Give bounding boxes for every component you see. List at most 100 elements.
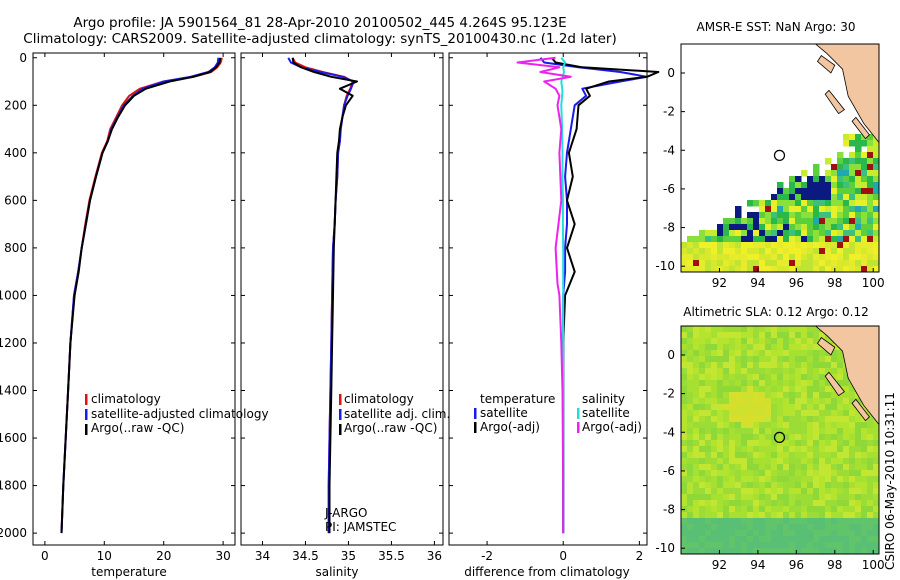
- map-cell: [729, 254, 736, 261]
- map-cell: [867, 230, 874, 237]
- map-cell: [855, 482, 862, 489]
- map-cell: [723, 440, 730, 447]
- map-cell: [831, 464, 838, 471]
- map-cell: [681, 524, 688, 531]
- map-cell: [759, 440, 766, 447]
- map-cell: [765, 368, 772, 375]
- map-cell: [705, 518, 712, 525]
- map-cell: [777, 458, 784, 465]
- map-cell: [867, 488, 874, 495]
- map-cell: [867, 452, 874, 459]
- map-cell: [771, 236, 778, 243]
- map-cell: [873, 464, 880, 471]
- map-cell: [837, 182, 844, 189]
- map-cell: [801, 422, 808, 429]
- map-cell: [807, 506, 814, 513]
- map-cell: [753, 350, 760, 357]
- map-cell: [681, 434, 688, 441]
- map-cell: [735, 470, 742, 477]
- map-cell: [813, 452, 820, 459]
- map-cell: [777, 356, 784, 363]
- y-tick-label: -10: [655, 541, 675, 555]
- map-cell: [735, 548, 742, 555]
- map-cell: [699, 260, 706, 267]
- map-cell: [831, 194, 838, 201]
- map-cell: [825, 548, 832, 555]
- map-cell: [795, 176, 802, 183]
- y-tick-label: 1600: [0, 431, 27, 445]
- map-cell: [873, 512, 880, 519]
- map-cell: [783, 236, 790, 243]
- map-cell: [813, 224, 820, 231]
- map-cell: [819, 452, 826, 459]
- map-cell: [789, 452, 796, 459]
- map-cell: [849, 158, 856, 165]
- map-cell: [741, 506, 748, 513]
- map-cell: [693, 386, 700, 393]
- map-cell: [711, 392, 718, 399]
- map-cell: [837, 230, 844, 237]
- map-cell: [699, 248, 706, 255]
- map-cell: [723, 260, 730, 267]
- map-cell: [789, 440, 796, 447]
- map-cell: [765, 212, 772, 219]
- map-cell: [705, 536, 712, 543]
- map-cell: [819, 422, 826, 429]
- map-cell: [729, 464, 736, 471]
- legend-swatch: [577, 408, 580, 419]
- map-cell: [771, 212, 778, 219]
- map-cell: [789, 344, 796, 351]
- map-cell: [789, 338, 796, 345]
- map-cell: [759, 206, 766, 213]
- map-cell: [861, 266, 868, 273]
- map-cell: [807, 440, 814, 447]
- map-cell: [813, 542, 820, 549]
- map-cell: [807, 410, 814, 417]
- map-cell: [789, 416, 796, 423]
- map-cell: [795, 446, 802, 453]
- map-cell: [807, 218, 814, 225]
- map-cell: [807, 518, 814, 525]
- map-cell: [807, 476, 814, 483]
- map-cell: [711, 326, 718, 333]
- map-cell: [693, 440, 700, 447]
- map-cell: [705, 416, 712, 423]
- map-cell: [813, 254, 820, 261]
- map-cell: [771, 362, 778, 369]
- map-cell: [795, 518, 802, 525]
- map-cell: [717, 500, 724, 507]
- y-tick-label: -2: [663, 105, 675, 119]
- map-cell: [771, 482, 778, 489]
- map-cell: [753, 410, 760, 417]
- map-cell: [771, 254, 778, 261]
- map-cell: [819, 350, 826, 357]
- map-cell: [783, 434, 790, 441]
- map-cell: [753, 524, 760, 531]
- map-cell: [873, 224, 880, 231]
- map-cell: [861, 218, 868, 225]
- map-cell: [765, 488, 772, 495]
- map-cell: [873, 548, 880, 555]
- map-cell: [735, 338, 742, 345]
- map-cell: [837, 266, 844, 273]
- map-cell: [717, 266, 724, 273]
- map-cell: [867, 266, 874, 273]
- map-cell: [819, 368, 826, 375]
- map-cell: [795, 476, 802, 483]
- map-cell: [867, 518, 874, 525]
- map-cell: [783, 458, 790, 465]
- map-cell: [705, 410, 712, 417]
- map-cell: [795, 200, 802, 207]
- map-cell: [699, 506, 706, 513]
- map-cell: [741, 386, 748, 393]
- map-cell: [741, 260, 748, 267]
- map-cell: [705, 464, 712, 471]
- map-cell: [867, 542, 874, 549]
- map-cell: [747, 542, 754, 549]
- map-cell: [801, 392, 808, 399]
- map-cell: [795, 392, 802, 399]
- map-cell: [855, 464, 862, 471]
- map-cell: [855, 494, 862, 501]
- map-cell: [735, 524, 742, 531]
- map-cell: [711, 230, 718, 237]
